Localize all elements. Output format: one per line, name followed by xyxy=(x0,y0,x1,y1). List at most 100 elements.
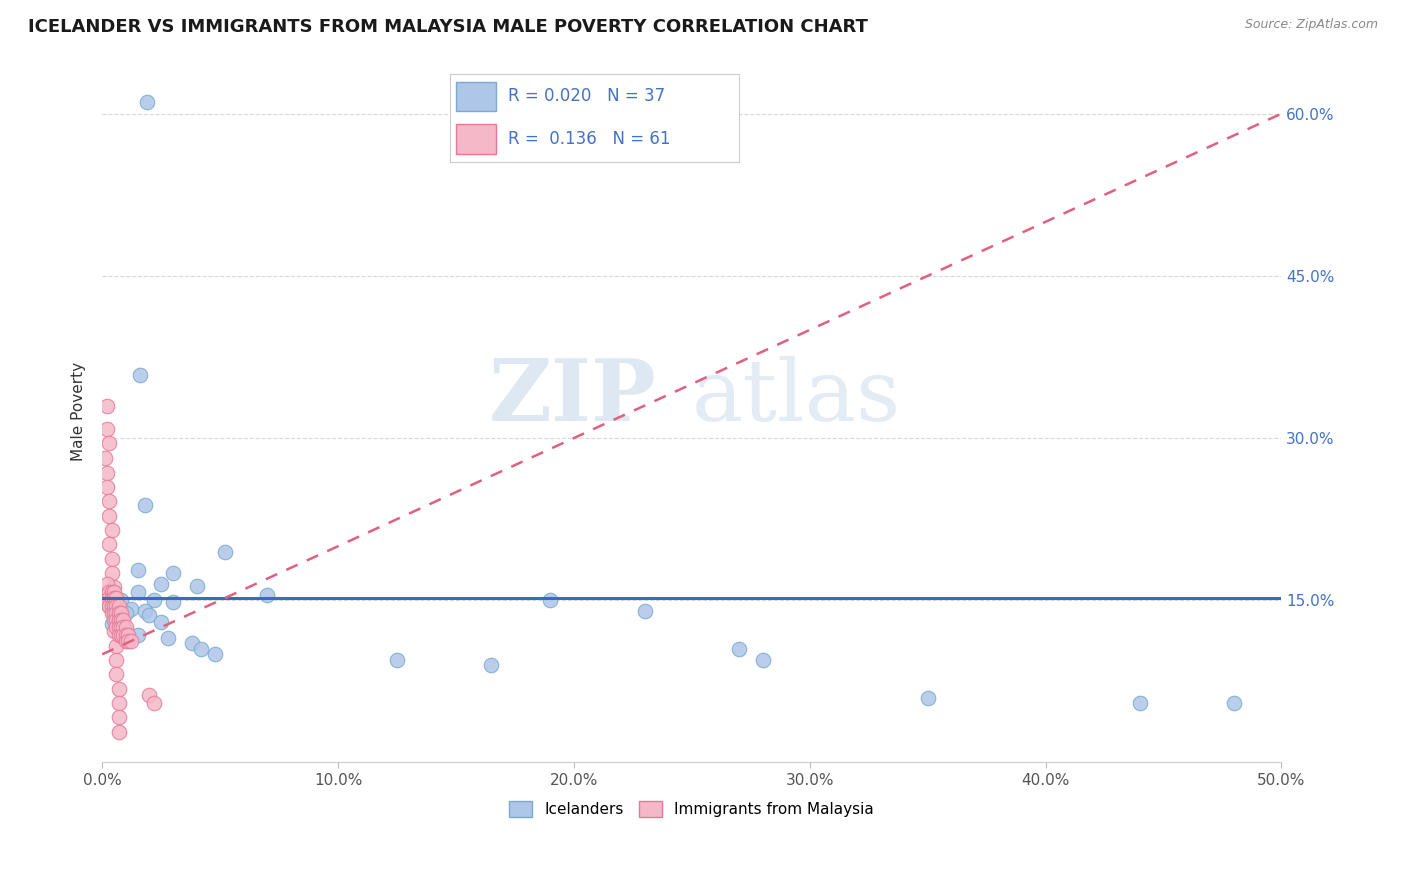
Point xyxy=(150,615,173,629)
Point xyxy=(107,599,129,613)
Point xyxy=(100,591,122,605)
Text: ICELANDER VS IMMIGRANTS FROM MALAYSIA MALE POVERTY CORRELATION CHART: ICELANDER VS IMMIGRANTS FROM MALAYSIA MA… xyxy=(28,18,868,36)
Point xyxy=(1129,696,1152,710)
Point xyxy=(100,606,122,620)
Point xyxy=(100,595,122,609)
Point xyxy=(120,634,142,648)
Point xyxy=(136,95,159,109)
Point xyxy=(98,599,121,613)
Point xyxy=(162,595,184,609)
Point xyxy=(134,498,156,512)
Point xyxy=(105,591,128,605)
Point xyxy=(143,696,166,710)
Point xyxy=(107,710,129,724)
Point xyxy=(112,628,135,642)
Point xyxy=(120,602,142,616)
Point xyxy=(127,628,149,642)
Point xyxy=(186,579,208,593)
Point xyxy=(127,584,149,599)
Point xyxy=(143,593,166,607)
Point xyxy=(112,613,135,627)
Point xyxy=(134,604,156,618)
Point xyxy=(98,591,121,605)
Point xyxy=(110,628,132,642)
Point xyxy=(103,613,125,627)
Point xyxy=(129,368,152,383)
Point xyxy=(105,599,128,613)
Point xyxy=(110,620,132,634)
Point xyxy=(105,606,128,620)
Point xyxy=(98,599,121,613)
Point xyxy=(538,593,561,607)
Point xyxy=(110,606,132,620)
Point xyxy=(112,620,135,634)
Point xyxy=(103,599,125,613)
Point xyxy=(96,577,118,591)
Point xyxy=(105,653,128,667)
Point xyxy=(96,466,118,480)
Legend: Icelanders, Immigrants from Malaysia: Icelanders, Immigrants from Malaysia xyxy=(502,794,882,825)
Point xyxy=(105,666,128,681)
Point xyxy=(157,631,180,645)
Point xyxy=(105,639,128,653)
Point xyxy=(100,566,122,581)
Text: Source: ZipAtlas.com: Source: ZipAtlas.com xyxy=(1244,18,1378,31)
Point xyxy=(114,620,136,634)
Point xyxy=(204,648,226,662)
Point xyxy=(150,577,173,591)
Point xyxy=(110,613,132,627)
Point xyxy=(98,508,121,523)
Point xyxy=(98,493,121,508)
Point xyxy=(96,422,118,436)
Point xyxy=(105,613,128,627)
Point xyxy=(479,658,502,673)
Text: atlas: atlas xyxy=(692,355,901,439)
Point xyxy=(107,628,129,642)
Point xyxy=(100,617,122,632)
Point xyxy=(100,523,122,537)
Point xyxy=(100,584,122,599)
Point xyxy=(127,563,149,577)
Text: ZIP: ZIP xyxy=(489,355,657,439)
Point xyxy=(107,606,129,620)
Point xyxy=(256,588,278,602)
Point xyxy=(96,399,118,413)
Point xyxy=(107,725,129,739)
Point xyxy=(917,690,939,705)
Point xyxy=(117,634,139,648)
Point xyxy=(93,450,115,465)
Point xyxy=(190,641,212,656)
Point xyxy=(114,628,136,642)
Point xyxy=(96,480,118,494)
Point xyxy=(114,634,136,648)
Point xyxy=(103,591,125,605)
Point xyxy=(103,580,125,594)
Point xyxy=(103,606,125,620)
Point xyxy=(117,628,139,642)
Point xyxy=(98,436,121,450)
Point xyxy=(385,653,408,667)
Point xyxy=(100,552,122,566)
Point xyxy=(110,620,132,634)
Point xyxy=(98,584,121,599)
Point xyxy=(107,620,129,634)
Point xyxy=(100,599,122,613)
Point xyxy=(98,537,121,551)
Point xyxy=(728,641,751,656)
Point xyxy=(107,613,129,627)
Point xyxy=(110,593,132,607)
Point xyxy=(1223,696,1246,710)
Point xyxy=(114,606,136,620)
Point xyxy=(138,689,160,703)
Point xyxy=(751,653,773,667)
Point xyxy=(107,696,129,710)
Point xyxy=(138,608,160,623)
Point xyxy=(180,636,202,650)
Point xyxy=(214,544,236,558)
Point xyxy=(105,620,128,634)
Point xyxy=(103,584,125,599)
Y-axis label: Male Poverty: Male Poverty xyxy=(72,361,86,460)
Point xyxy=(105,612,128,626)
Point xyxy=(103,624,125,638)
Point xyxy=(114,624,136,638)
